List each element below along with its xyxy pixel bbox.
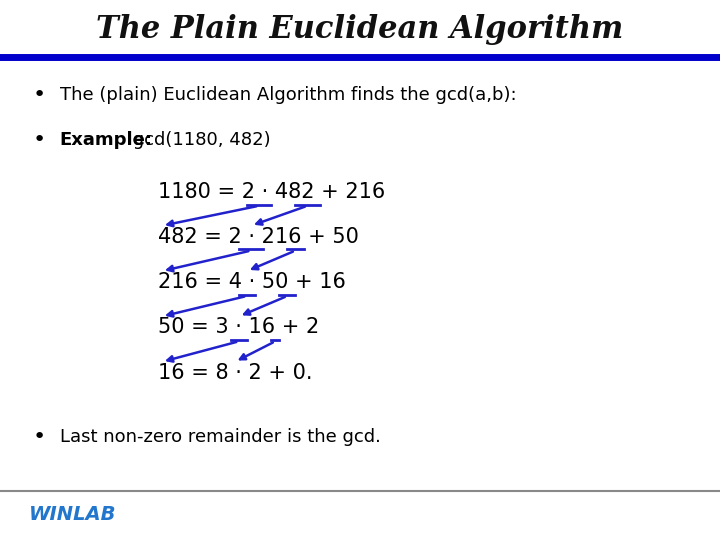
FancyArrowPatch shape (256, 207, 305, 225)
Text: Last non-zero remainder is the gcd.: Last non-zero remainder is the gcd. (60, 428, 381, 447)
FancyArrowPatch shape (168, 251, 248, 271)
Text: •: • (32, 427, 45, 448)
Text: 16 = 8 · 2 + 0.: 16 = 8 · 2 + 0. (158, 362, 313, 383)
Text: 482 = 2 · 216 + 50: 482 = 2 · 216 + 50 (158, 226, 359, 247)
Text: gcd(1180, 482): gcd(1180, 482) (127, 131, 270, 150)
Text: •: • (32, 130, 45, 151)
FancyArrowPatch shape (167, 342, 236, 362)
FancyArrowPatch shape (244, 297, 285, 315)
Text: The (plain) Euclidean Algorithm finds the gcd(a,b):: The (plain) Euclidean Algorithm finds th… (60, 85, 516, 104)
FancyArrowPatch shape (168, 296, 244, 316)
Text: The Plain Euclidean Algorithm: The Plain Euclidean Algorithm (96, 14, 624, 45)
Text: 216 = 4 · 50 + 16: 216 = 4 · 50 + 16 (158, 272, 346, 292)
Text: •: • (32, 84, 45, 105)
FancyArrowPatch shape (168, 206, 256, 226)
FancyArrowPatch shape (252, 252, 293, 269)
Text: 1180 = 2 · 482 + 216: 1180 = 2 · 482 + 216 (158, 181, 386, 202)
FancyArrowPatch shape (240, 342, 273, 359)
Text: WINLAB: WINLAB (29, 504, 117, 524)
Text: 50 = 3 · 16 + 2: 50 = 3 · 16 + 2 (158, 317, 320, 338)
Text: Example:: Example: (60, 131, 153, 150)
